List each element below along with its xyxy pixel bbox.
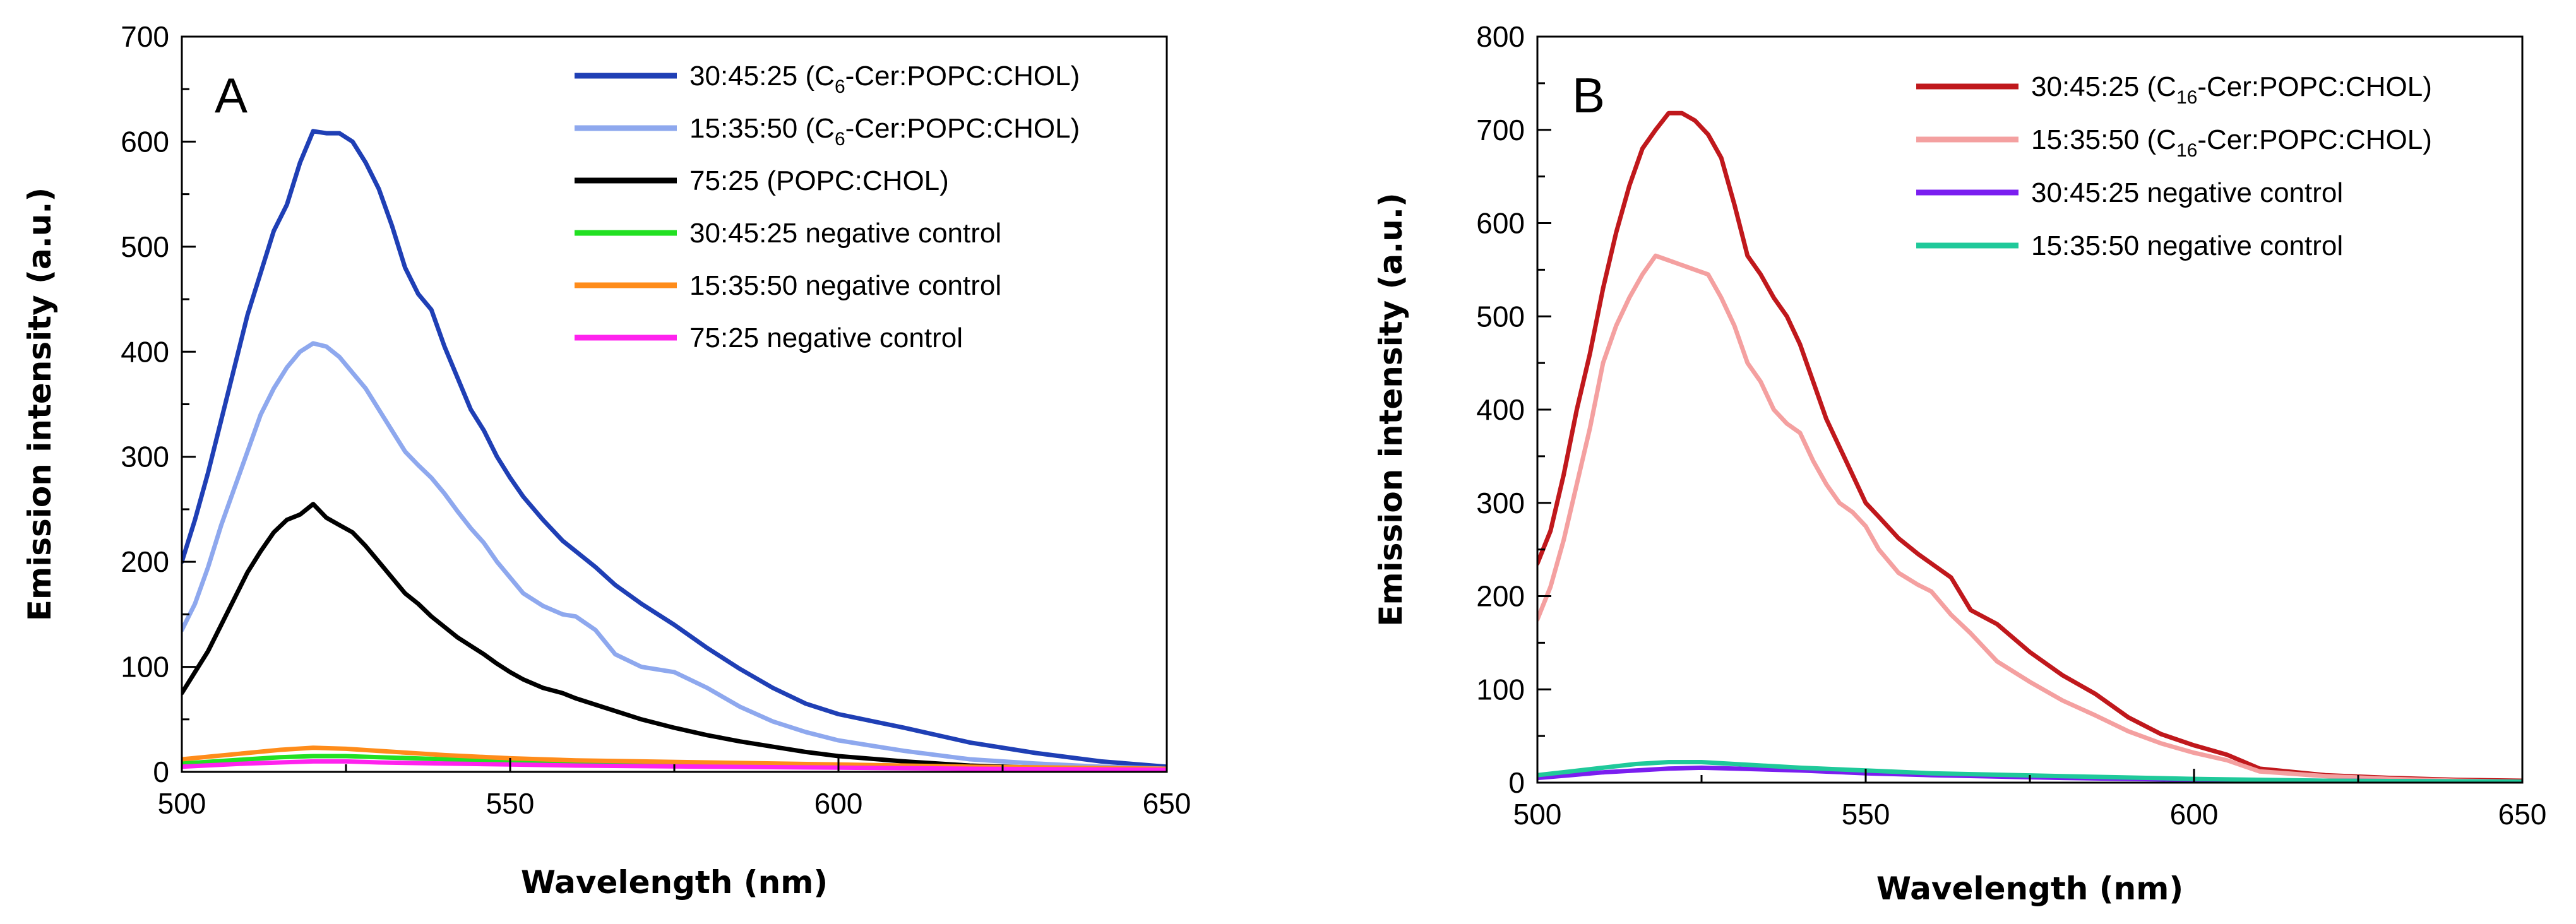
chart-b-legend: 30:45:25 (C16-Cer:POPC:CHOL)15:35:50 (C1… bbox=[1916, 71, 2432, 261]
chart-b-x-tick-label-600: 600 bbox=[2170, 798, 2219, 831]
chart-a-legend-label-4-part-1: 30:45:25 negative control bbox=[689, 218, 1001, 249]
chart-a-series-group bbox=[182, 129, 1167, 772]
chart-a-series-line-2 bbox=[182, 341, 1167, 771]
chart-a-x-tick-label-600: 600 bbox=[814, 787, 863, 820]
chart-b-legend-label-3-part-1: 30:45:25 negative control bbox=[2031, 177, 2343, 208]
chart-a-y-tick-label-300: 300 bbox=[121, 441, 169, 473]
chart-b-legend-label-2-part-2: 16 bbox=[2176, 140, 2197, 161]
chart-b-legend-label-3: 30:45:25 negative control bbox=[2031, 177, 2343, 208]
chart-a-legend-label-3: 75:25 (POPC:CHOL) bbox=[689, 165, 949, 196]
chart-b-y-tick-label-200: 200 bbox=[1476, 580, 1525, 613]
chart-a-legend-label-2-part-1: 15:35:50 (C bbox=[689, 113, 835, 144]
chart-a-series-line-5 bbox=[182, 745, 1167, 771]
chart-b-y-tick-label-800: 800 bbox=[1476, 20, 1525, 53]
chart-b-x-tick-label-650: 650 bbox=[2498, 798, 2547, 831]
chart-a-legend-label-1-part-3: -Cer:POPC:CHOL) bbox=[845, 61, 1080, 92]
chart-b-x-tick-label-550: 550 bbox=[1842, 798, 1890, 831]
chart-b-series-group bbox=[1537, 110, 2522, 783]
chart-b-y-tick-label-400: 400 bbox=[1476, 393, 1525, 426]
chart-a-x-axis-title: Wavelength (nm) bbox=[521, 864, 828, 901]
chart-b-y-tick-label-500: 500 bbox=[1476, 300, 1525, 333]
chart-a-x-tick-label-550: 550 bbox=[486, 787, 535, 820]
chart-b-panel-label: B bbox=[1572, 68, 1605, 123]
chart-a-y-tick-label-400: 400 bbox=[121, 335, 169, 368]
chart-a-legend-label-1-part-2: 6 bbox=[835, 76, 845, 97]
chart-b-legend-label-1-part-3: -Cer:POPC:CHOL) bbox=[2197, 71, 2432, 102]
chart-b-legend-label-1-part-1: 30:45:25 (C bbox=[2031, 71, 2176, 102]
chart-a-y-tick-label-0: 0 bbox=[153, 755, 169, 788]
chart-a-y-tick-label-200: 200 bbox=[121, 545, 169, 578]
chart-a-legend-label-3-part-1: 75:25 (POPC:CHOL) bbox=[689, 165, 949, 196]
chart-a-y-tick-label-600: 600 bbox=[121, 125, 169, 158]
chart-b-legend-label-2: 15:35:50 (C16-Cer:POPC:CHOL) bbox=[2031, 124, 2432, 161]
chart-a-legend-label-6-part-1: 75:25 negative control bbox=[689, 323, 963, 353]
chart-b-y-tick-label-300: 300 bbox=[1476, 487, 1525, 519]
chart-b-legend-label-1-part-2: 16 bbox=[2176, 87, 2197, 108]
chart-a-x-tick-label-650: 650 bbox=[1143, 787, 1191, 820]
chart-a-x-tick-label-500: 500 bbox=[158, 787, 206, 820]
chart-b-legend-label-2-part-1: 15:35:50 (C bbox=[2031, 124, 2176, 155]
chart-a-legend-label-1: 30:45:25 (C6-Cer:POPC:CHOL) bbox=[689, 61, 1080, 97]
chart-a-y-tick-label-700: 700 bbox=[121, 20, 169, 53]
chart-b-legend-label-1: 30:45:25 (C16-Cer:POPC:CHOL) bbox=[2031, 71, 2432, 108]
chart-a: 500 550 600 650 0 100 200 300 400 500 600 700 Wavele… bbox=[21, 20, 1191, 901]
chart-a-legend-label-5-part-1: 15:35:50 negative control bbox=[689, 270, 1001, 301]
chart-b-y-tick-label-700: 700 bbox=[1476, 114, 1525, 146]
chart-b-x-tick-label-500: 500 bbox=[1513, 798, 1562, 831]
chart-b-y-tick-label-100: 100 bbox=[1476, 673, 1525, 706]
chart-b-legend-label-4: 15:35:50 negative control bbox=[2031, 230, 2343, 261]
chart-a-y-tick-label-100: 100 bbox=[121, 651, 169, 684]
chart-a-y-axis-title: Emission intensity (a.u.) bbox=[21, 187, 58, 621]
chart-b-legend-label-2-part-3: -Cer:POPC:CHOL) bbox=[2197, 124, 2432, 155]
chart-a-legend-label-2-part-2: 6 bbox=[835, 129, 845, 150]
chart-b-series-line-2 bbox=[1537, 253, 2522, 783]
chart-a-panel-label: A bbox=[215, 68, 247, 123]
chart-b-y-tick-label-0: 0 bbox=[1508, 766, 1525, 799]
chart-a-legend-label-2: 15:35:50 (C6-Cer:POPC:CHOL) bbox=[689, 113, 1080, 150]
chart-a-legend-label-4: 30:45:25 negative control bbox=[689, 218, 1001, 249]
chart-b-y-axis-title: Emission intensity (a.u.) bbox=[1373, 192, 1409, 626]
chart-b-y-tick-label-600: 600 bbox=[1476, 207, 1525, 240]
chart-b: 500 550 600 650 0 100 200 300 400 500 600 700 800 Wav… bbox=[1373, 20, 2546, 907]
chart-a-series-line-3 bbox=[182, 502, 1167, 772]
chart-a-legend-label-5: 15:35:50 negative control bbox=[689, 270, 1001, 301]
chart-a-legend-label-2-part-3: -Cer:POPC:CHOL) bbox=[845, 113, 1080, 144]
chart-a-series-line-1 bbox=[182, 129, 1167, 769]
chart-b-series-line-1 bbox=[1537, 110, 2522, 783]
chart-b-series-line-4 bbox=[1537, 760, 2522, 783]
chart-a-legend-label-6: 75:25 negative control bbox=[689, 323, 963, 353]
chart-b-x-axis-title: Wavelength (nm) bbox=[1876, 870, 2183, 907]
chart-a-y-tick-label-500: 500 bbox=[121, 230, 169, 263]
chart-a-legend-label-1-part-1: 30:45:25 (C bbox=[689, 61, 835, 92]
chart-b-legend-label-4-part-1: 15:35:50 negative control bbox=[2031, 230, 2343, 261]
chart-a-legend: 30:45:25 (C6-Cer:POPC:CHOL)15:35:50 (C6-… bbox=[575, 61, 1080, 353]
